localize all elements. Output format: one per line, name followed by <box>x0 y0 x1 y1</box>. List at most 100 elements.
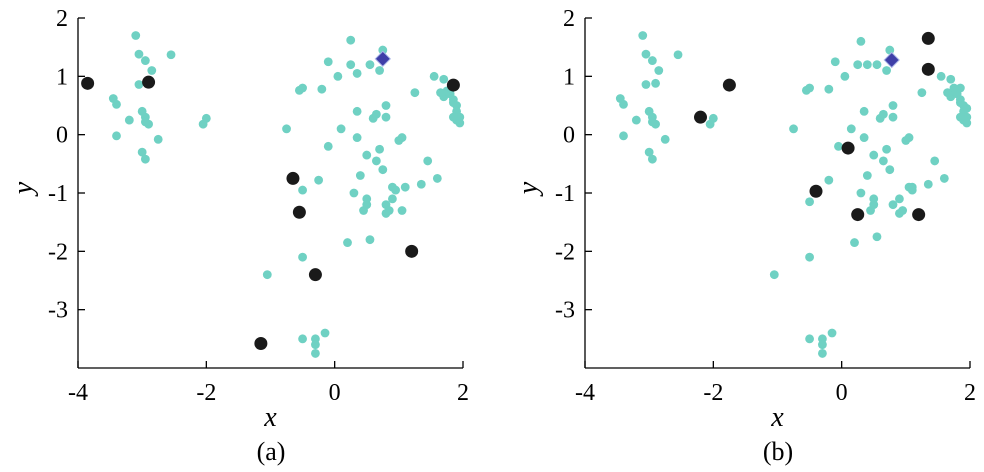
selected-point <box>254 337 268 350</box>
data-point <box>375 144 384 154</box>
data-point <box>311 349 320 358</box>
data-point <box>647 154 657 164</box>
selected-point <box>142 75 156 89</box>
data-point <box>137 147 147 157</box>
x-tick-label: 0 <box>836 380 848 406</box>
data-point <box>936 71 946 81</box>
data-point <box>946 74 956 84</box>
data-point <box>939 174 949 183</box>
data-point <box>166 50 176 60</box>
data-point <box>429 71 439 81</box>
data-point <box>124 115 134 125</box>
data-point <box>378 165 388 175</box>
data-point <box>378 45 388 55</box>
data-point <box>343 238 352 247</box>
data-point <box>147 66 157 75</box>
data-point <box>869 194 879 204</box>
data-point <box>112 99 121 109</box>
data-point <box>827 328 837 338</box>
y-tick-label: 0 <box>56 123 68 149</box>
data-point <box>140 56 150 65</box>
data-point <box>660 134 670 144</box>
target-point-diamond <box>883 51 900 69</box>
data-point <box>830 57 840 67</box>
data-point <box>651 78 660 88</box>
data-point <box>631 115 641 125</box>
data-point <box>805 83 814 93</box>
data-point <box>317 84 327 94</box>
data-point <box>352 133 362 142</box>
data-point <box>856 36 866 46</box>
data-point <box>432 174 442 183</box>
y-tick-label: 0 <box>563 123 575 149</box>
data-point <box>134 80 144 89</box>
x-tick-label: 0 <box>329 380 341 406</box>
selected-point <box>694 110 707 124</box>
data-point <box>769 270 779 280</box>
data-point <box>262 270 272 280</box>
data-point <box>298 334 307 344</box>
data-point <box>439 74 449 84</box>
data-point <box>943 88 952 98</box>
selected-point <box>722 78 736 92</box>
data-point <box>198 119 208 129</box>
data-point <box>298 252 307 262</box>
data-point <box>314 175 324 185</box>
y-axis-label: y <box>8 181 39 197</box>
selected-point <box>446 78 460 92</box>
data-point <box>846 124 856 134</box>
panel-caption: (b) <box>763 437 793 466</box>
data-point <box>336 124 346 134</box>
data-point <box>282 124 291 134</box>
data-point <box>112 131 121 141</box>
y-tick-label: 1 <box>563 64 575 90</box>
y-tick-label: -2 <box>48 239 68 265</box>
data-point <box>882 66 891 75</box>
data-point <box>410 88 420 98</box>
x-tick-label: -4 <box>575 380 595 406</box>
data-point <box>362 150 372 160</box>
x-axis-label: x <box>263 402 277 433</box>
data-point <box>840 71 850 81</box>
data-point <box>641 80 651 89</box>
data-point <box>423 156 433 166</box>
data-point <box>895 194 904 204</box>
x-tick-label: 2 <box>964 380 976 406</box>
data-point <box>619 99 628 109</box>
data-point <box>416 179 426 189</box>
data-point <box>878 156 888 166</box>
y-tick-label: -1 <box>555 181 575 207</box>
data-point <box>904 133 914 142</box>
x-axis-label: x <box>770 402 784 433</box>
data-point <box>955 83 965 93</box>
target-point-diamond <box>374 50 391 68</box>
data-point <box>824 84 834 94</box>
data-point <box>872 232 882 242</box>
y-tick-label: 2 <box>563 6 575 32</box>
data-point <box>381 101 391 110</box>
data-point <box>654 66 664 75</box>
data-point <box>391 185 401 195</box>
selected-point <box>286 171 300 185</box>
data-point <box>320 328 330 338</box>
y-tick-label: -2 <box>555 239 575 265</box>
data-point <box>298 185 307 195</box>
data-point <box>962 104 972 113</box>
data-point <box>818 349 827 358</box>
selected-point <box>308 268 322 282</box>
data-point <box>805 197 814 207</box>
data-point <box>853 60 863 70</box>
data-point <box>455 118 465 128</box>
data-point <box>962 118 972 128</box>
data-point <box>644 147 654 157</box>
selected-point <box>921 62 935 76</box>
data-point <box>365 235 375 245</box>
data-point <box>140 117 150 127</box>
x-tick-label: -2 <box>196 380 216 406</box>
selected-point <box>81 76 95 90</box>
data-point <box>397 133 407 142</box>
data-point <box>388 194 397 204</box>
data-point <box>869 150 879 160</box>
y-axis-label: y <box>513 181 544 197</box>
data-point <box>805 334 814 344</box>
